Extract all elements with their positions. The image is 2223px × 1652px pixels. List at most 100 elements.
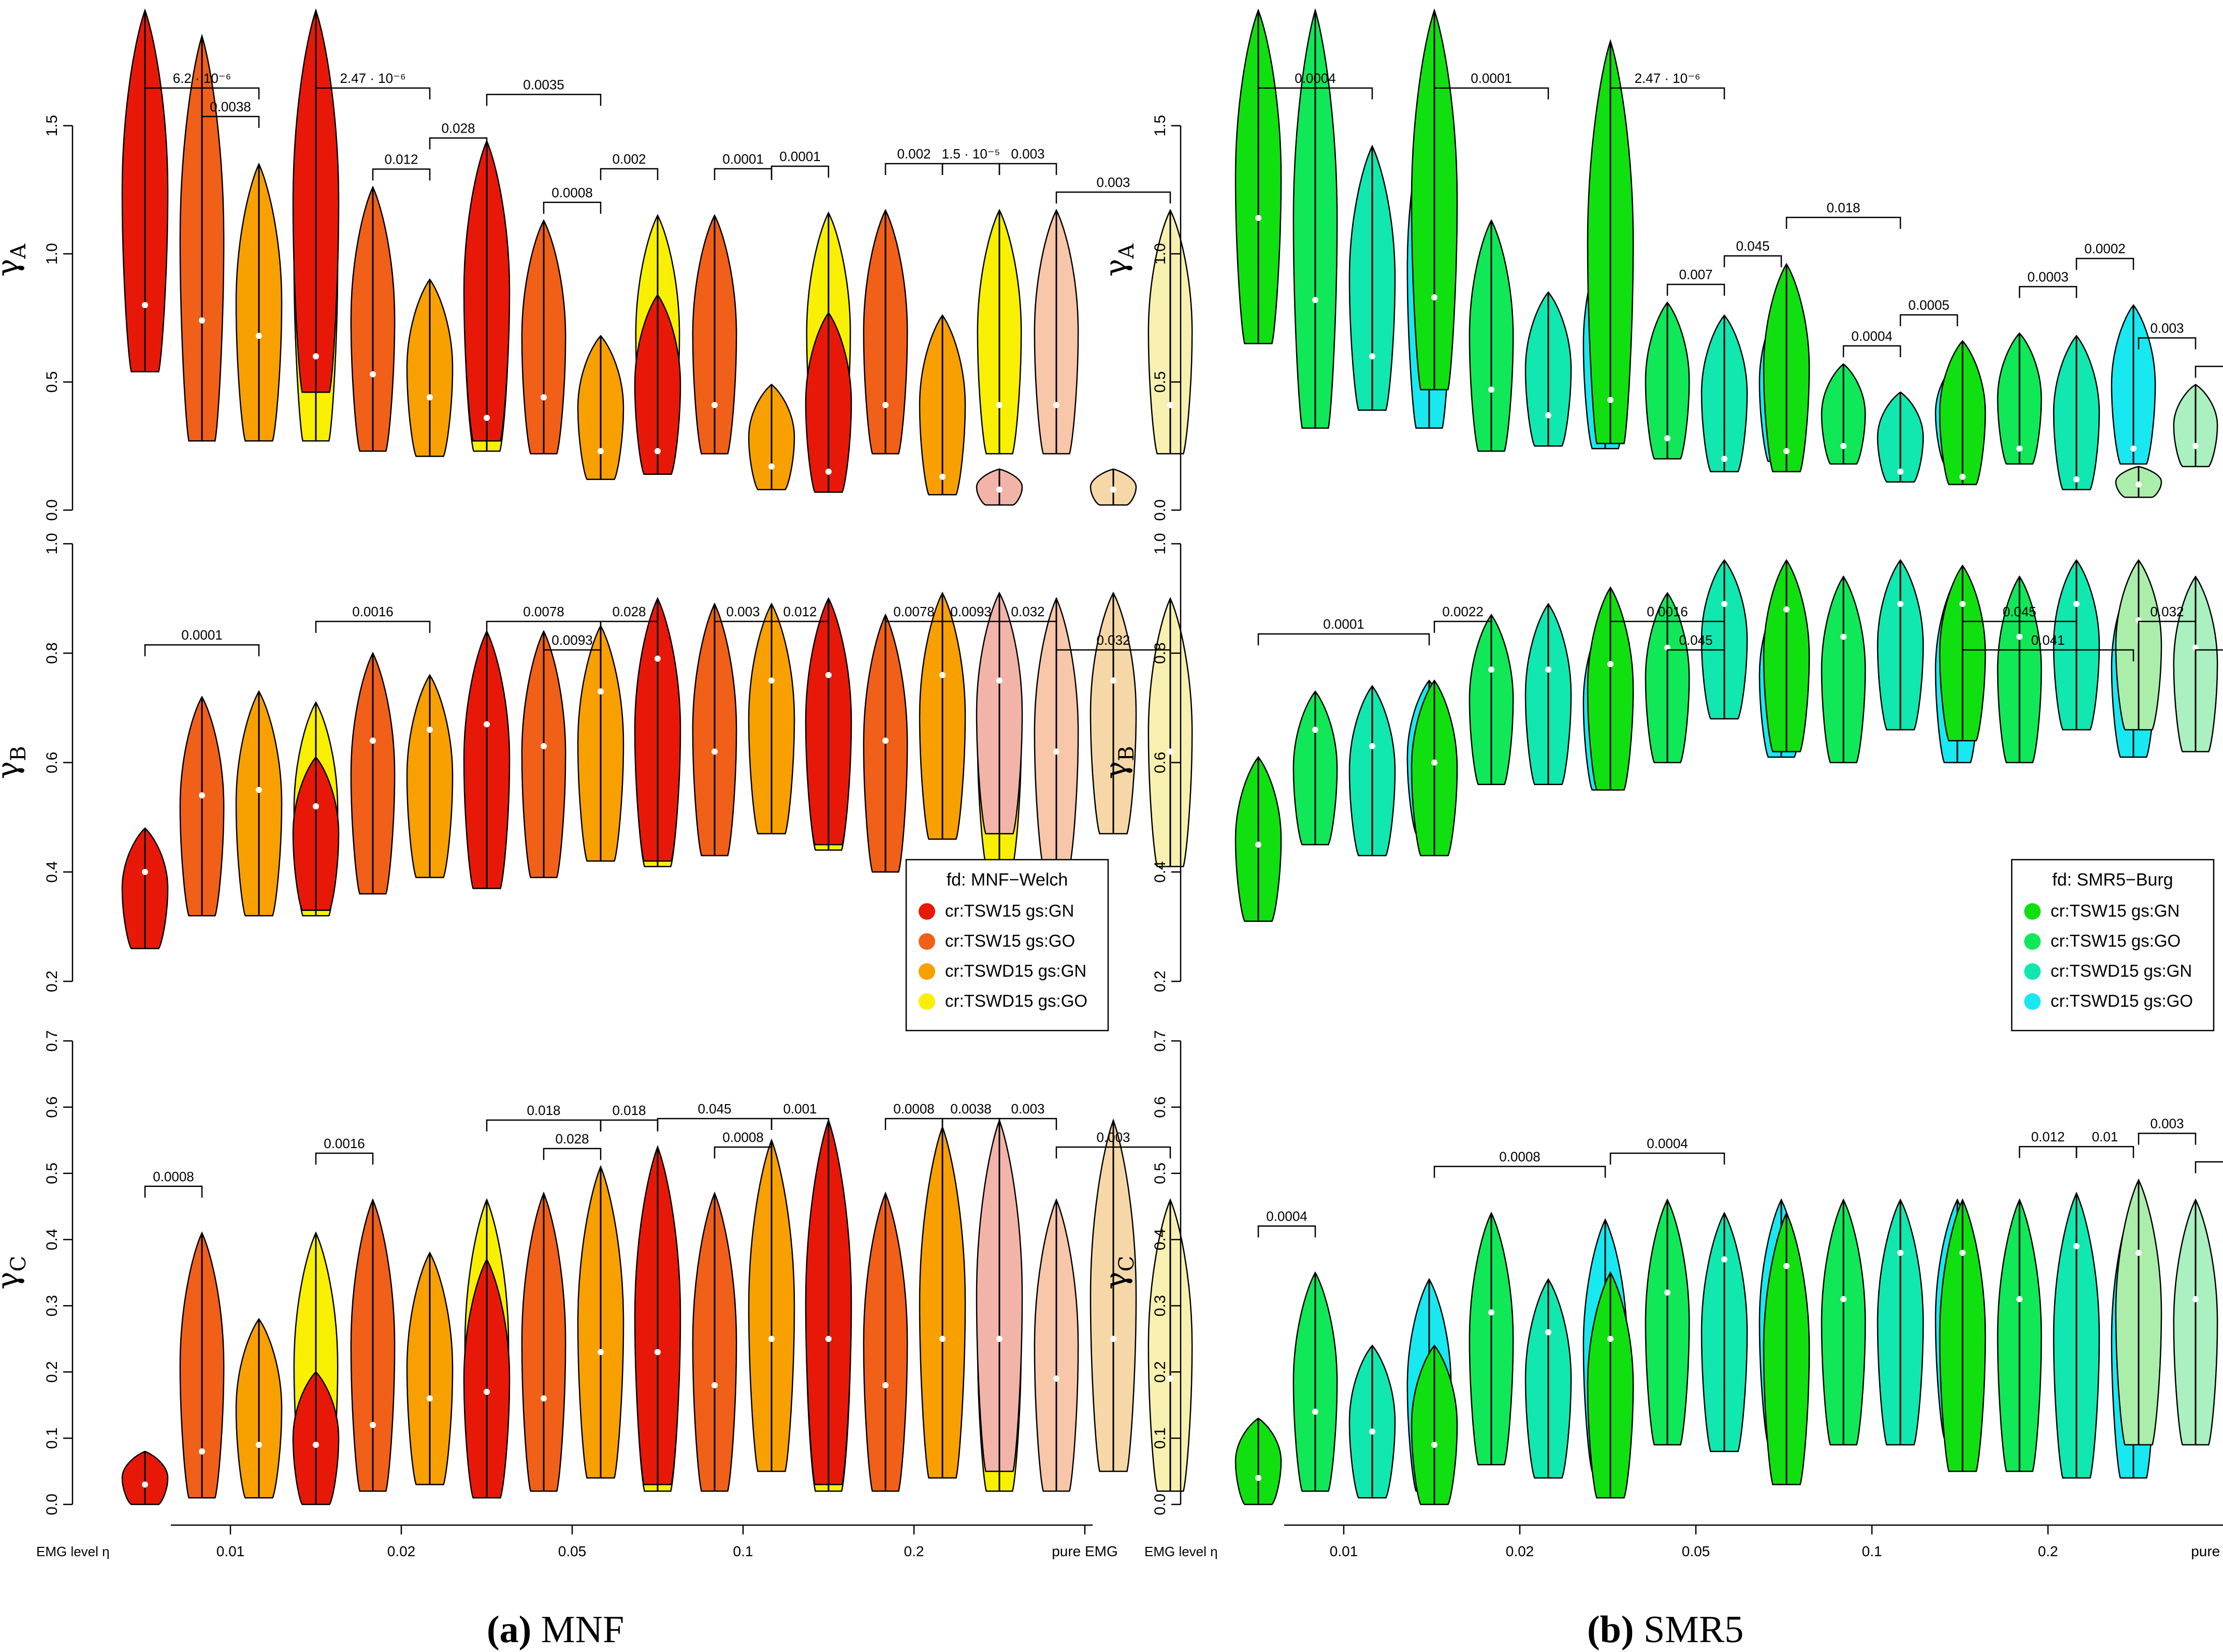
median-dot: [1783, 606, 1790, 613]
median-dot: [768, 677, 775, 684]
median-dot: [1721, 601, 1727, 607]
y-axis-label: γC: [1098, 1256, 1139, 1289]
y-tick-label: 0.3: [43, 1295, 61, 1317]
y-tick-label: 0.8: [1152, 642, 1169, 664]
median-dot: [1167, 402, 1173, 409]
median-dot: [1110, 677, 1116, 684]
y-tick-label: 0.7: [1152, 1030, 1169, 1052]
legend-entry: cr:TSW15 gs:GN: [2051, 901, 2180, 920]
significance-bracket: [1609, 620, 1725, 633]
p-value-label: 0.001: [783, 1101, 817, 1117]
p-value-label: 0.018: [527, 1103, 560, 1118]
p-value-label: 6.2 · 10⁻⁶: [173, 70, 231, 86]
median-dot: [256, 787, 262, 793]
y-tick-label: 0.5: [43, 1163, 61, 1184]
median-dot: [1840, 1296, 1847, 1302]
significance-bracket: [1842, 345, 1901, 357]
significance-bracket: [1257, 1225, 1316, 1238]
caption-b-letter: (b): [1587, 1608, 1634, 1651]
median-dot: [2192, 443, 2199, 450]
x-axis: 0.01 0.02 0.05 0.1 0.2 pure EMG EMG level η: [36, 1524, 1118, 1559]
significance-bracket: [201, 115, 260, 128]
median-dot: [1312, 1409, 1318, 1415]
x-tick-label: 0.2: [2038, 1543, 2058, 1559]
p-value-label: 0.0001: [722, 151, 764, 167]
x-tick-label: 0.1: [733, 1543, 753, 1559]
significance-bracket: [2195, 366, 2223, 378]
legend-marker: [2024, 903, 2041, 920]
p-value-label: 0.003: [1011, 146, 1044, 162]
legend-marker: [2024, 963, 2041, 980]
significance-bracket: [144, 87, 260, 99]
p-value-label: 0.045: [1736, 238, 1769, 254]
significance-bracket: [1609, 87, 1725, 99]
significance-bracket: [315, 1152, 374, 1165]
significance-bracket: [998, 163, 1057, 175]
row-0: 0.0 0.5 1.0 1.5 γA 0.0004 0.0001 2.47 · 10⁻⁶ 0.0…: [1098, 8, 2223, 521]
median-dot: [598, 1349, 604, 1355]
median-dot: [939, 672, 946, 678]
significance-bracket: [600, 620, 659, 633]
median-dot: [1369, 353, 1375, 360]
median-dot: [1167, 1375, 1173, 1382]
p-value-label: 0.032: [2150, 604, 2184, 619]
legend-box: [2011, 859, 2215, 1032]
y-tick-label: 0.5: [43, 371, 61, 393]
significance-bracket: [2075, 257, 2134, 270]
y-tick-label: 0.0: [43, 1494, 61, 1515]
y-axis-label: γA: [0, 243, 31, 277]
significance-bracket: [998, 1118, 1057, 1130]
p-value-label: 0.0022: [1442, 604, 1484, 619]
p-value-label: 0.003: [1096, 175, 1130, 190]
median-dot: [1783, 1263, 1790, 1269]
median-dot: [1959, 1250, 1966, 1256]
median-dot: [1840, 443, 1847, 450]
median-dot: [1840, 633, 1847, 640]
p-value-label: 0.003: [1096, 1129, 1130, 1145]
y-axis-label: γA: [1098, 243, 1139, 277]
median-dot: [598, 448, 604, 455]
significance-bracket: [372, 168, 431, 181]
x-tick-label: pure EMG: [2191, 1543, 2223, 1559]
significance-bracket: [1257, 633, 1430, 646]
y-tick-label: 1.0: [1152, 533, 1169, 555]
x-tick-label: 0.2: [904, 1543, 924, 1559]
median-dot: [996, 1336, 1002, 1342]
median-dot: [2130, 445, 2137, 452]
x-axis-label: EMG level η: [36, 1544, 110, 1559]
median-dot: [1167, 748, 1173, 755]
significance-bracket: [1962, 620, 2077, 633]
significance-bracket: [543, 201, 602, 214]
median-dot: [996, 486, 1002, 493]
median-dot: [1110, 1336, 1116, 1342]
p-value-label: 0.0078: [893, 604, 935, 619]
median-dot: [768, 463, 775, 470]
significance-bracket: [1666, 649, 1725, 661]
x-tick-label: 0.05: [558, 1543, 587, 1559]
significance-bracket: [1666, 283, 1725, 296]
p-value-label: 0.0078: [523, 604, 564, 619]
p-value-label: 0.0093: [551, 632, 593, 648]
significance-bracket: [657, 1118, 773, 1130]
significance-bracket: [1785, 216, 1901, 229]
median-dot: [1959, 473, 1966, 480]
median-dot: [825, 672, 832, 678]
median-dot: [1897, 1250, 1904, 1256]
legend-marker: [2024, 933, 2041, 950]
median-dot: [142, 1481, 148, 1488]
y-tick-label: 0.6: [1152, 752, 1169, 774]
p-value-label: 0.012: [783, 604, 817, 619]
median-dot: [939, 1336, 946, 1342]
median-dot: [1369, 1428, 1375, 1435]
median-dot: [2016, 445, 2023, 452]
significance-bracket: [1609, 1152, 1725, 1165]
y-tick-label: 0.0: [43, 499, 61, 521]
legend-box: [905, 859, 1109, 1032]
caption-b-text: SMR5: [1643, 1608, 1744, 1651]
median-dot: [655, 655, 661, 662]
significance-bracket: [144, 644, 260, 657]
median-dot: [825, 1336, 832, 1342]
median-dot: [882, 402, 889, 409]
caption-a: (a) MNF: [487, 1608, 624, 1652]
